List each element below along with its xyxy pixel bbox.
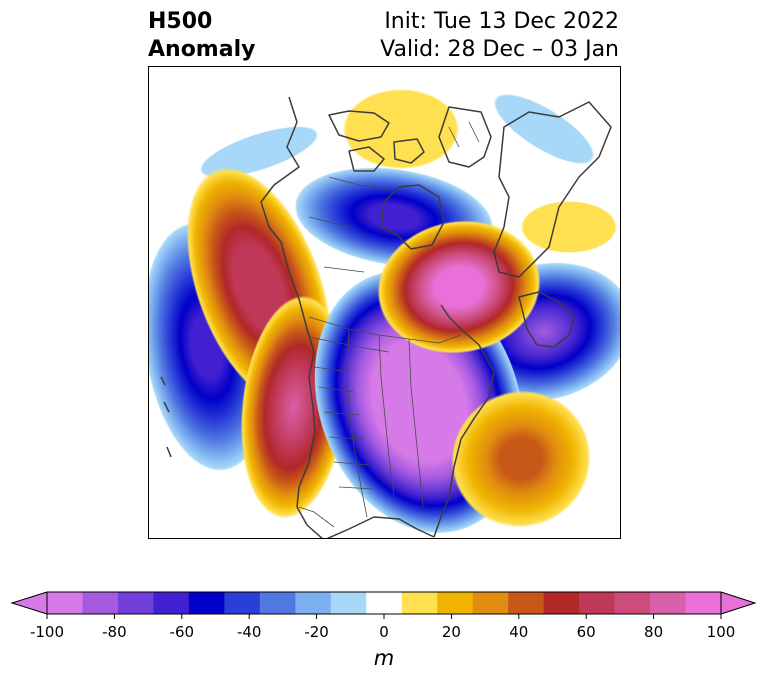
colorbar-segment — [401, 592, 438, 614]
colorbar-segment — [259, 592, 296, 614]
greenland-ridge — [377, 220, 541, 354]
colorbar-segment — [330, 592, 367, 614]
colorbar-tick-label: 100 — [706, 623, 736, 641]
colorbar-segment — [82, 592, 119, 614]
colorbar-tick-label: 80 — [644, 623, 664, 641]
colorbar-segment — [153, 592, 190, 614]
colorbar-tick-label: -80 — [102, 623, 127, 641]
colorbar-segment — [472, 592, 509, 614]
colorbar-segment — [47, 592, 83, 614]
colorbar-segments — [47, 592, 722, 614]
colorbar-segment — [508, 592, 545, 614]
title-type: Anomaly — [148, 37, 256, 62]
colorbar-unit: m — [373, 646, 395, 670]
colorbar-segment — [614, 592, 651, 614]
colorbar-segment — [366, 592, 403, 614]
colorbar-segment — [224, 592, 261, 614]
map-canvas — [149, 89, 620, 538]
colorbar-left-outline — [10, 591, 48, 615]
greenland-sea-ridge — [521, 201, 617, 253]
date-block: Init: Tue 13 Dec 2022 Valid: 28 Dec – 03… — [380, 8, 619, 64]
colorbar-segment — [117, 592, 154, 614]
init-date: Init: Tue 13 Dec 2022 — [384, 9, 619, 34]
colorbar-segment — [650, 592, 687, 614]
colorbar-segment — [437, 592, 474, 614]
colorbar-segment — [685, 592, 722, 614]
anomaly-map — [148, 66, 621, 539]
title-block: H500 Anomaly — [148, 8, 255, 64]
colorbar-segment — [543, 592, 580, 614]
title-variable: H500 — [148, 9, 213, 34]
colorbar-min-extension — [12, 592, 47, 614]
coastlines — [160, 96, 612, 538]
colorbar-tick-label: -60 — [169, 623, 195, 641]
colorbar-tick-label: -100 — [29, 623, 65, 641]
colorbar-ticks — [46, 614, 722, 619]
baffin-trough — [493, 93, 595, 165]
colorbar-right-outline — [720, 591, 757, 615]
alaska-trough — [199, 126, 319, 178]
colorbar-tick-label: 20 — [441, 623, 461, 641]
colorbar-segment — [579, 592, 616, 614]
colorbar-tick-label: -20 — [304, 623, 329, 641]
political-borders — [298, 121, 480, 528]
colorbar-tick-label: -40 — [236, 623, 262, 641]
colorbar-max-extension — [721, 592, 755, 614]
colorbar — [10, 591, 757, 619]
colorbar-tick-label: 60 — [576, 623, 596, 641]
colorbar-segment — [295, 592, 332, 614]
colorbar-tick-label: 40 — [509, 623, 529, 641]
west-atlantic-ridge — [451, 390, 591, 528]
valid-range: Valid: 28 Dec – 03 Jan — [380, 37, 619, 62]
colorbar-tick-label: 0 — [379, 623, 389, 641]
colorbar-segment — [188, 592, 225, 614]
